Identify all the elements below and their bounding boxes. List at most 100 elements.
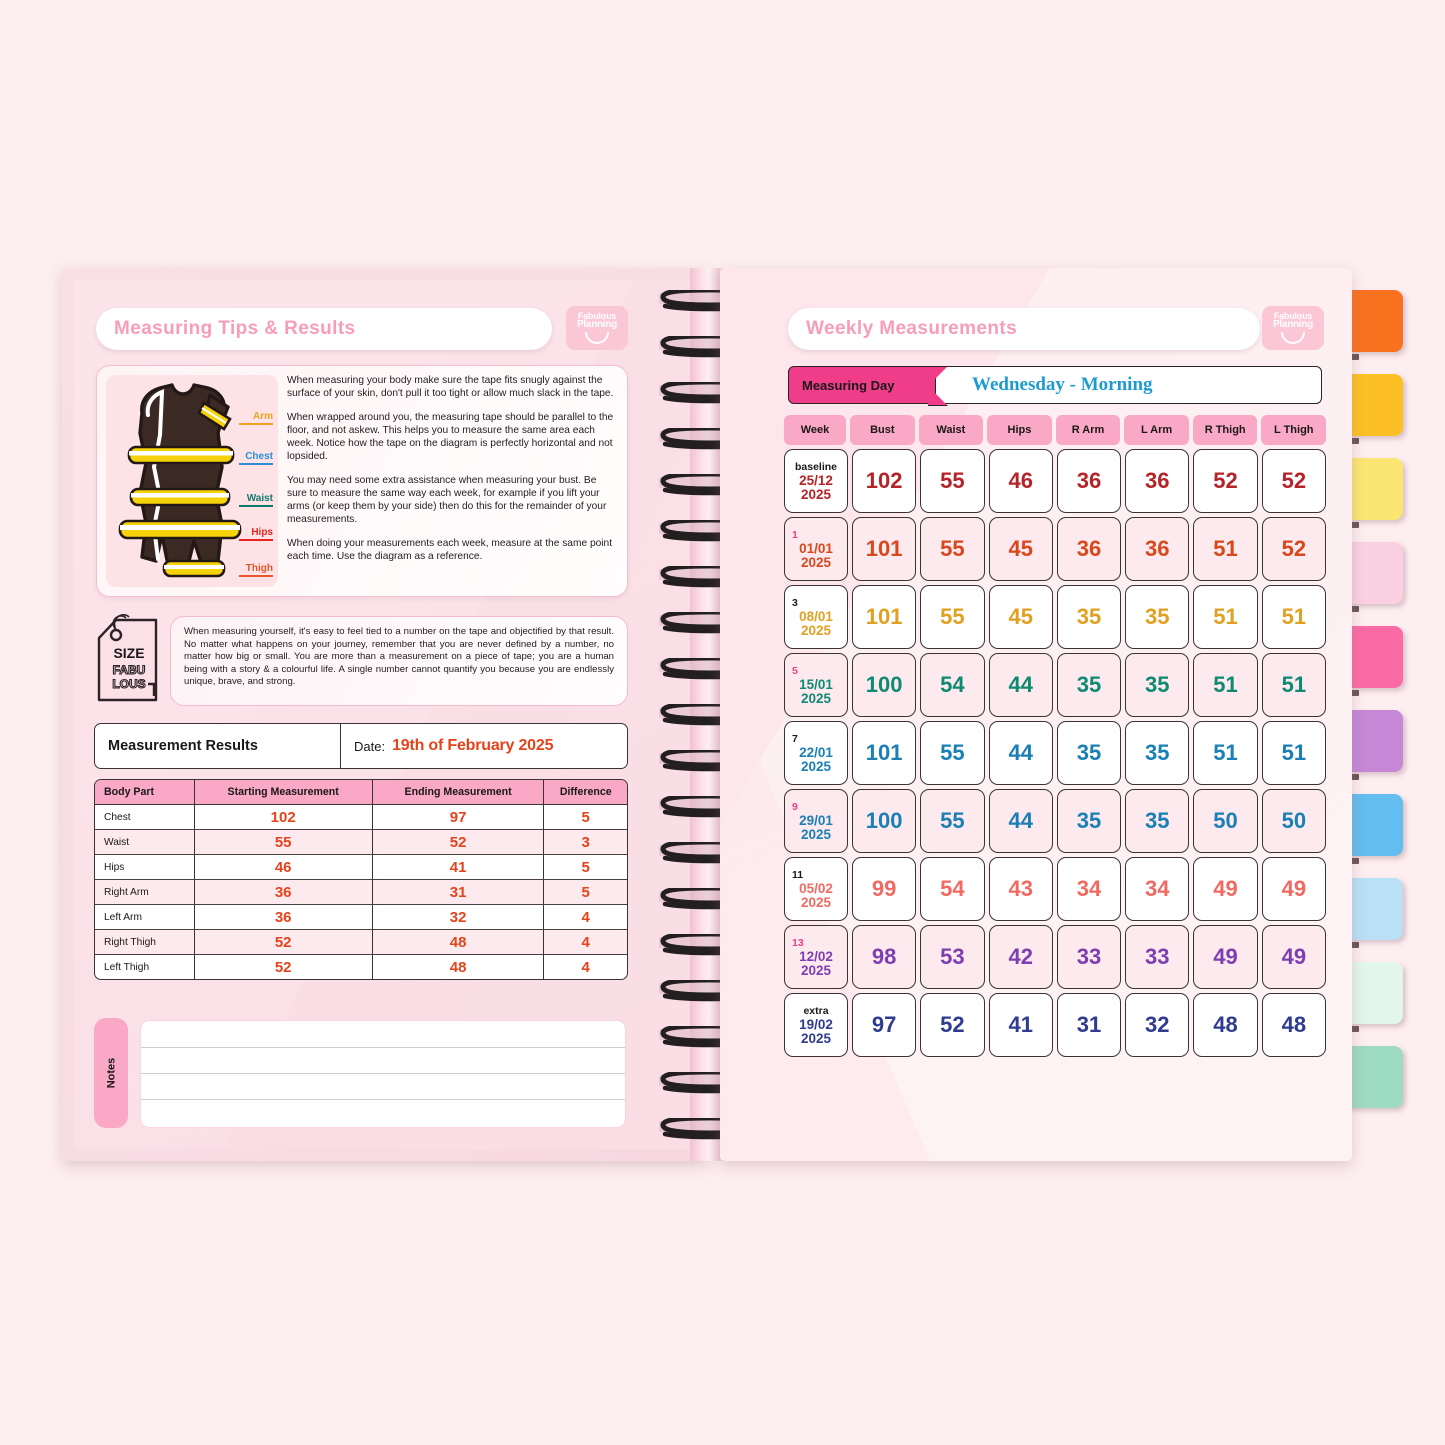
weekly-week-label: extra 19/02 2025 — [784, 993, 848, 1057]
results-column-header: Body Part — [95, 780, 195, 805]
results-value[interactable]: 55 — [194, 829, 373, 855]
weekly-measurement-cell[interactable]: 44 — [988, 721, 1053, 785]
divider-tab-4[interactable] — [1345, 542, 1403, 604]
weekly-measurement-cell[interactable]: 35 — [1125, 789, 1190, 853]
weekly-measurement-cell[interactable]: 52 — [1261, 517, 1326, 581]
results-value[interactable]: 102 — [194, 804, 373, 830]
divider-tab-5[interactable] — [1345, 626, 1403, 688]
weekly-measurement-cell[interactable]: 101 — [852, 517, 917, 581]
divider-tab-8[interactable] — [1345, 878, 1403, 940]
divider-tab-7[interactable] — [1345, 794, 1403, 856]
results-value[interactable]: 48 — [372, 954, 545, 979]
weekly-measurement-cell[interactable]: 100 — [852, 653, 917, 717]
measuring-day-field[interactable]: Wednesday - Morning — [936, 366, 1322, 404]
results-value[interactable]: 5 — [543, 854, 627, 880]
weekly-measurement-cell[interactable]: 51 — [1261, 721, 1326, 785]
weekly-measurement-cell[interactable]: 51 — [1193, 517, 1258, 581]
weekly-measurement-cell[interactable]: 54 — [920, 653, 985, 717]
weekly-measurement-cell[interactable]: 98 — [852, 925, 917, 989]
results-value[interactable]: 48 — [372, 929, 545, 955]
results-value[interactable]: 4 — [581, 958, 590, 976]
results-value[interactable]: 4 — [543, 904, 627, 930]
results-value[interactable]: 46 — [194, 854, 373, 880]
weekly-measurement-cell[interactable]: 51 — [1261, 653, 1326, 717]
divider-tab-1[interactable] — [1345, 290, 1403, 352]
weekly-measurement-cell[interactable]: 35 — [1125, 585, 1190, 649]
weekly-measurement-cell[interactable]: 52 — [1261, 449, 1326, 513]
weekly-measurement-cell[interactable]: 36 — [1125, 449, 1190, 513]
weekly-measurement-cell[interactable]: 43 — [988, 857, 1053, 921]
results-value[interactable]: 97 — [372, 804, 545, 830]
weekly-measurement-cell[interactable]: 34 — [1125, 857, 1190, 921]
weekly-measurement-cell[interactable]: 45 — [988, 517, 1053, 581]
weekly-measurement-cell[interactable]: 51 — [1193, 653, 1258, 717]
weekly-measurement-cell[interactable]: 99 — [852, 857, 917, 921]
weekly-measurement-cell[interactable]: 36 — [1125, 517, 1190, 581]
weekly-measurement-cell[interactable]: 49 — [1193, 857, 1258, 921]
notes-input-area[interactable] — [140, 1020, 626, 1128]
results-value[interactable]: 32 — [372, 904, 545, 930]
weekly-measurement-cell[interactable]: 35 — [1056, 585, 1122, 649]
weekly-measurement-cell[interactable]: 52 — [920, 993, 985, 1057]
results-value[interactable]: 41 — [372, 854, 545, 880]
weekly-measurement-cell[interactable]: 33 — [1056, 925, 1122, 989]
weekly-measurement-cell[interactable]: 35 — [1056, 721, 1122, 785]
weekly-measurement-cell[interactable]: 44 — [988, 653, 1053, 717]
weekly-measurement-cell[interactable]: 49 — [1261, 925, 1326, 989]
results-value[interactable]: 5 — [543, 879, 627, 905]
weekly-measurement-cell[interactable]: 35 — [1125, 721, 1190, 785]
weekly-measurement-cell[interactable]: 35 — [1056, 789, 1122, 853]
weekly-measurement-cell[interactable]: 51 — [1193, 721, 1258, 785]
weekly-measurement-cell[interactable]: 32 — [1125, 993, 1190, 1057]
weekly-measurement-cell[interactable]: 49 — [1193, 925, 1258, 989]
weekly-measurement-cell[interactable]: 36 — [1056, 517, 1122, 581]
weekly-measurement-cell[interactable]: 36 — [1056, 449, 1122, 513]
weekly-measurement-cell[interactable]: 100 — [852, 789, 917, 853]
weekly-measurement-cell[interactable]: 101 — [852, 721, 917, 785]
weekly-measurement-cell[interactable]: 34 — [1056, 857, 1122, 921]
divider-tab-6[interactable] — [1345, 710, 1403, 772]
weekly-measurement-cell[interactable]: 41 — [988, 993, 1053, 1057]
results-value[interactable]: 52 — [194, 929, 373, 955]
divider-tab-3[interactable] — [1345, 458, 1403, 520]
weekly-measurement-cell[interactable]: 48 — [1193, 993, 1258, 1057]
divider-tab-9[interactable] — [1345, 962, 1403, 1024]
results-value[interactable]: 36 — [194, 879, 373, 905]
weekly-measurement-cell[interactable]: 55 — [920, 721, 985, 785]
weekly-measurement-cell[interactable]: 55 — [920, 585, 985, 649]
weekly-measurement-cell[interactable]: 51 — [1261, 585, 1326, 649]
weekly-measurement-cell[interactable]: 55 — [920, 449, 985, 513]
weekly-measurement-cell[interactable]: 31 — [1056, 993, 1122, 1057]
weekly-measurement-cell[interactable]: 54 — [920, 857, 985, 921]
weekly-measurement-cell[interactable]: 45 — [988, 585, 1053, 649]
weekly-measurement-cell[interactable]: 42 — [988, 925, 1053, 989]
weekly-measurement-cell[interactable]: 33 — [1125, 925, 1190, 989]
weekly-measurement-cell[interactable]: 44 — [988, 789, 1053, 853]
weekly-measurement-cell[interactable]: 49 — [1261, 857, 1326, 921]
weekly-measurement-cell[interactable]: 55 — [920, 517, 985, 581]
weekly-measurement-cell[interactable]: 55 — [920, 789, 985, 853]
results-value[interactable]: 3 — [543, 829, 627, 855]
weekly-measurement-cell[interactable]: 35 — [1056, 653, 1122, 717]
weekly-measurement-cell[interactable]: 51 — [1193, 585, 1258, 649]
results-value[interactable]: 52 — [372, 829, 545, 855]
weekly-measurement-cell[interactable]: 50 — [1261, 789, 1326, 853]
weekly-measurement-cell[interactable]: 101 — [852, 585, 917, 649]
weekly-measurement-cell[interactable]: 35 — [1125, 653, 1190, 717]
results-value[interactable]: 52 — [194, 954, 373, 979]
weekly-measurement-cell[interactable]: 97 — [852, 993, 917, 1057]
weekly-measurement-cell[interactable]: 50 — [1193, 789, 1258, 853]
divider-tab-10[interactable] — [1345, 1046, 1403, 1108]
date-value[interactable]: 19th of February 2025 — [392, 737, 554, 754]
divider-tab-2[interactable] — [1345, 374, 1403, 436]
results-value[interactable]: 5 — [543, 804, 627, 830]
weekly-measurement-cell[interactable]: 46 — [988, 449, 1053, 513]
weekly-measurement-cell[interactable]: 52 — [1193, 449, 1258, 513]
weekly-measurement-cell[interactable]: 102 — [852, 449, 917, 513]
results-value[interactable]: 31 — [372, 879, 545, 905]
results-value[interactable]: 4 — [543, 929, 627, 955]
weekly-measurement-cell[interactable]: 48 — [1261, 993, 1326, 1057]
results-value[interactable]: 36 — [194, 904, 373, 930]
weekly-measurement-cell[interactable]: 53 — [920, 925, 985, 989]
tag-icon: SIZE FABU LOUS — [97, 613, 158, 702]
